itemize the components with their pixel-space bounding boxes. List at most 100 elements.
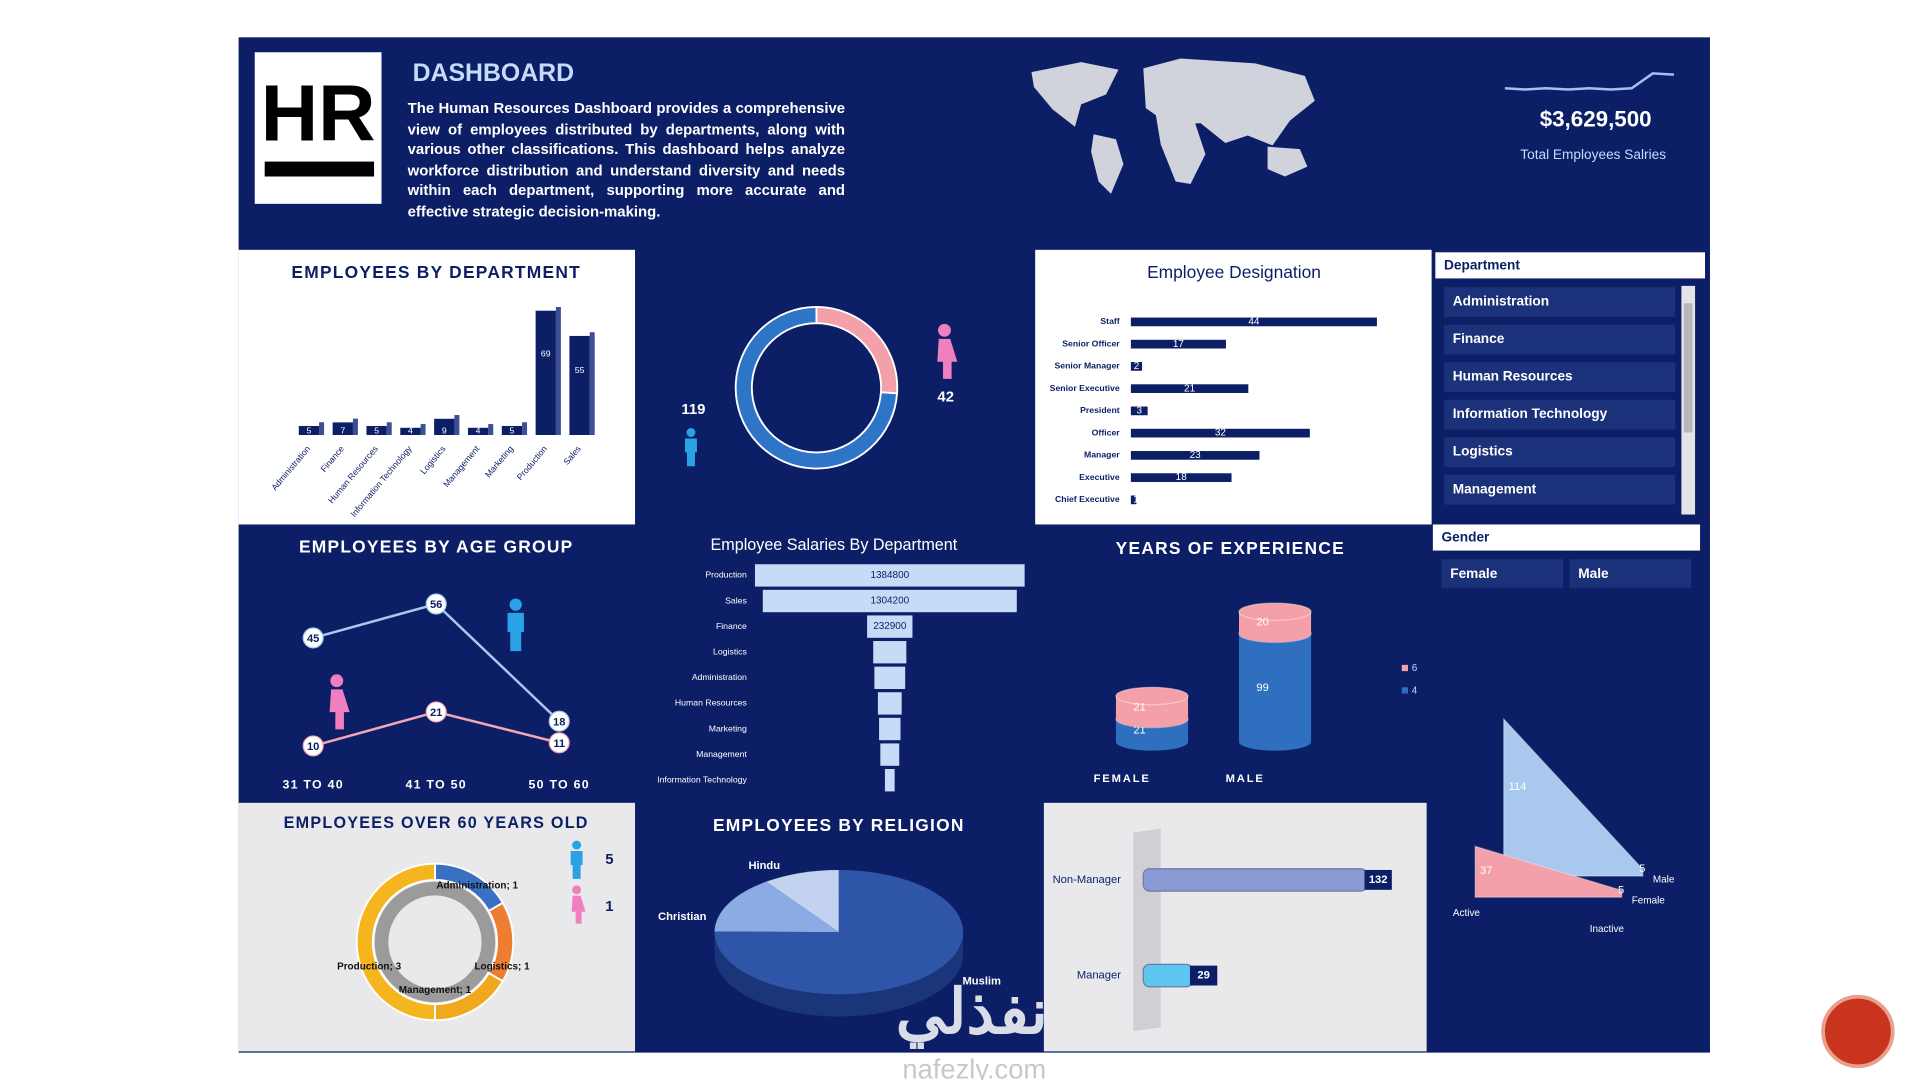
category-label: Hindu bbox=[748, 860, 780, 872]
category-label: MALE bbox=[1226, 773, 1265, 785]
slicer-item[interactable] bbox=[1444, 437, 1676, 468]
value-label: 17 bbox=[1173, 339, 1185, 350]
value-label: 5 bbox=[1639, 863, 1645, 875]
bar-side bbox=[386, 422, 392, 435]
value-label: 32 bbox=[1215, 428, 1227, 439]
bar-side bbox=[352, 418, 358, 435]
value-label: 4 bbox=[476, 426, 481, 436]
scroll-thumb[interactable] bbox=[1683, 303, 1693, 433]
slicer-item[interactable] bbox=[1569, 559, 1692, 588]
kpi-label: Total Employees Salries bbox=[1520, 147, 1666, 162]
slicer-item-label[interactable]: Logistics bbox=[1453, 444, 1513, 459]
category-label: 31 TO 40 bbox=[282, 778, 343, 792]
slicer-item-label[interactable]: Male bbox=[1578, 566, 1609, 581]
slicer-item-label[interactable]: Finance bbox=[1453, 331, 1505, 346]
bar bbox=[884, 769, 895, 792]
bar bbox=[1130, 317, 1377, 327]
pie-slice bbox=[714, 869, 964, 995]
legend-label: Male bbox=[1653, 875, 1675, 886]
bar-side bbox=[589, 332, 595, 435]
value-label: 21 bbox=[1184, 383, 1196, 394]
slicer-item-label[interactable]: Administration bbox=[1453, 294, 1549, 309]
value-label: Production; 3 bbox=[337, 961, 402, 972]
category-label: Senior Manager bbox=[1055, 361, 1121, 371]
bar bbox=[332, 422, 353, 435]
category-label: Management bbox=[696, 749, 747, 759]
value-label: 4 bbox=[408, 426, 413, 436]
slicer-item[interactable] bbox=[1444, 287, 1676, 317]
bar bbox=[877, 692, 902, 715]
value-label: 99 bbox=[1256, 682, 1268, 694]
bar bbox=[366, 425, 387, 435]
bar bbox=[298, 425, 320, 435]
bar bbox=[1130, 339, 1226, 349]
point bbox=[548, 732, 570, 754]
area bbox=[1474, 845, 1623, 898]
bar bbox=[400, 427, 421, 435]
chart-title: Employee Salaries By Department bbox=[711, 536, 958, 554]
category-label: Logistics bbox=[713, 647, 747, 657]
panel bbox=[1043, 802, 1427, 1052]
bar bbox=[1142, 868, 1368, 892]
value-label: 45 bbox=[307, 633, 319, 645]
bar-side bbox=[319, 422, 325, 435]
value-label: 69 bbox=[541, 349, 551, 359]
slicer-item[interactable] bbox=[1441, 559, 1564, 588]
legend-label: 6 bbox=[1412, 663, 1418, 674]
chart-title: EMPLOYEES BY DEPARTMENT bbox=[291, 262, 581, 282]
category-label: Sales bbox=[725, 595, 747, 605]
category-label: Chief Executive bbox=[1055, 494, 1120, 504]
area bbox=[1503, 717, 1644, 877]
category-label: 41 TO 50 bbox=[405, 778, 466, 792]
bar bbox=[467, 427, 489, 435]
value-label: 2 bbox=[1134, 361, 1140, 372]
point bbox=[425, 593, 447, 615]
bar bbox=[1130, 406, 1148, 416]
bar-backdrop bbox=[1133, 828, 1161, 1032]
value-label: 18 bbox=[1176, 472, 1188, 483]
point bbox=[302, 627, 324, 649]
description-box: The Human Resources Dashboard provides a… bbox=[407, 99, 846, 220]
icon-value: 1 bbox=[605, 899, 613, 915]
slicer-item[interactable] bbox=[1444, 399, 1676, 430]
bar-side bbox=[555, 306, 561, 435]
point bbox=[548, 710, 570, 732]
category-label: Active bbox=[1453, 908, 1481, 919]
value-label: 7 bbox=[340, 426, 345, 436]
bar bbox=[1130, 362, 1143, 371]
slicer-item-label[interactable]: Human Resources bbox=[1453, 369, 1573, 384]
bar bbox=[1130, 473, 1232, 482]
slicer-item-label[interactable]: Female bbox=[1450, 566, 1497, 581]
category-label: Manager bbox=[1084, 450, 1120, 460]
value-label: 44 bbox=[1248, 317, 1260, 328]
value-label: 56 bbox=[430, 599, 442, 611]
bar bbox=[569, 335, 590, 435]
inner-ring bbox=[374, 881, 496, 1003]
slicer-item-label[interactable]: Management bbox=[1453, 481, 1537, 496]
point bbox=[302, 735, 324, 757]
value-label: 9 bbox=[442, 426, 447, 436]
title: DASHBOARD bbox=[413, 60, 574, 87]
point bbox=[425, 701, 447, 723]
category-label: Administration bbox=[692, 672, 747, 682]
bar bbox=[873, 641, 907, 664]
slicer-title: Department bbox=[1444, 258, 1520, 273]
category-label: Marketing bbox=[709, 723, 747, 733]
bar bbox=[1130, 451, 1260, 460]
category-label: Inactive bbox=[1590, 924, 1625, 935]
slicer-item[interactable] bbox=[1444, 362, 1676, 392]
value-label: 21 bbox=[1133, 701, 1145, 713]
bar bbox=[501, 425, 523, 435]
category-label: Muslim bbox=[962, 976, 1001, 988]
slicer-item[interactable] bbox=[1444, 474, 1676, 505]
value-label: 5 bbox=[374, 426, 379, 436]
donut-segment bbox=[355, 862, 436, 1022]
bar-side bbox=[454, 415, 460, 435]
legend-label: Female bbox=[1632, 896, 1666, 907]
description: The Human Resources Dashboard provides a… bbox=[407, 99, 846, 220]
slicer-item-label[interactable]: Information Technology bbox=[1453, 406, 1608, 421]
logo-bar bbox=[264, 161, 375, 177]
slicer-item[interactable] bbox=[1444, 324, 1676, 355]
